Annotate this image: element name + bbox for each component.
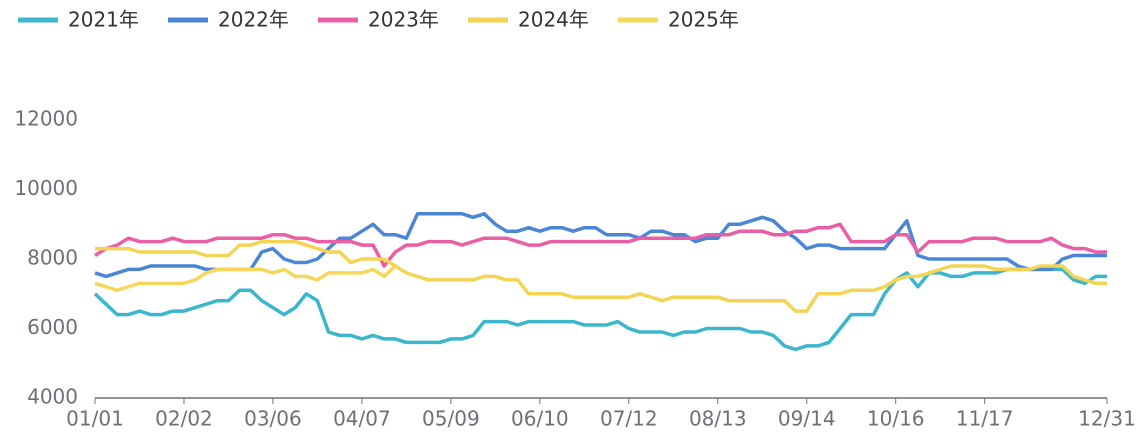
series-line — [94, 222, 1107, 268]
x-tick-label: 01/01 — [66, 407, 124, 431]
series-line — [95, 239, 1107, 313]
x-tick-label: 11/17 — [956, 407, 1014, 431]
y-tick-label: 8000 — [27, 246, 78, 270]
legend-label: 2022年 — [218, 8, 289, 32]
legend-label: 2025年 — [668, 8, 739, 32]
x-tick-label: 03/06 — [244, 407, 302, 431]
series-line — [94, 212, 1107, 279]
y-tick-label: 4000 — [27, 385, 78, 409]
y-tick-label: 12000 — [14, 107, 78, 131]
x-tick-label: 05/09 — [422, 407, 480, 431]
x-tick-label: 02/02 — [155, 407, 213, 431]
legend-label: 2024年 — [518, 8, 589, 32]
series-line — [93, 267, 1107, 352]
y-tick-label: 10000 — [14, 176, 78, 200]
x-tick-label: 06/10 — [511, 407, 569, 431]
x-tick-label: 08/13 — [689, 407, 747, 431]
x-tick-label: 07/12 — [600, 407, 658, 431]
legend-label: 2023年 — [368, 8, 439, 32]
y-tick-label: 6000 — [27, 315, 78, 339]
x-tick-label: 09/14 — [778, 407, 836, 431]
series-line — [94, 264, 397, 293]
x-tick-label: 04/07 — [333, 407, 391, 431]
x-tick-label: 10/16 — [867, 407, 925, 431]
x-tick-label: 12/31 — [1078, 407, 1136, 431]
legend-label: 2021年 — [68, 8, 139, 32]
